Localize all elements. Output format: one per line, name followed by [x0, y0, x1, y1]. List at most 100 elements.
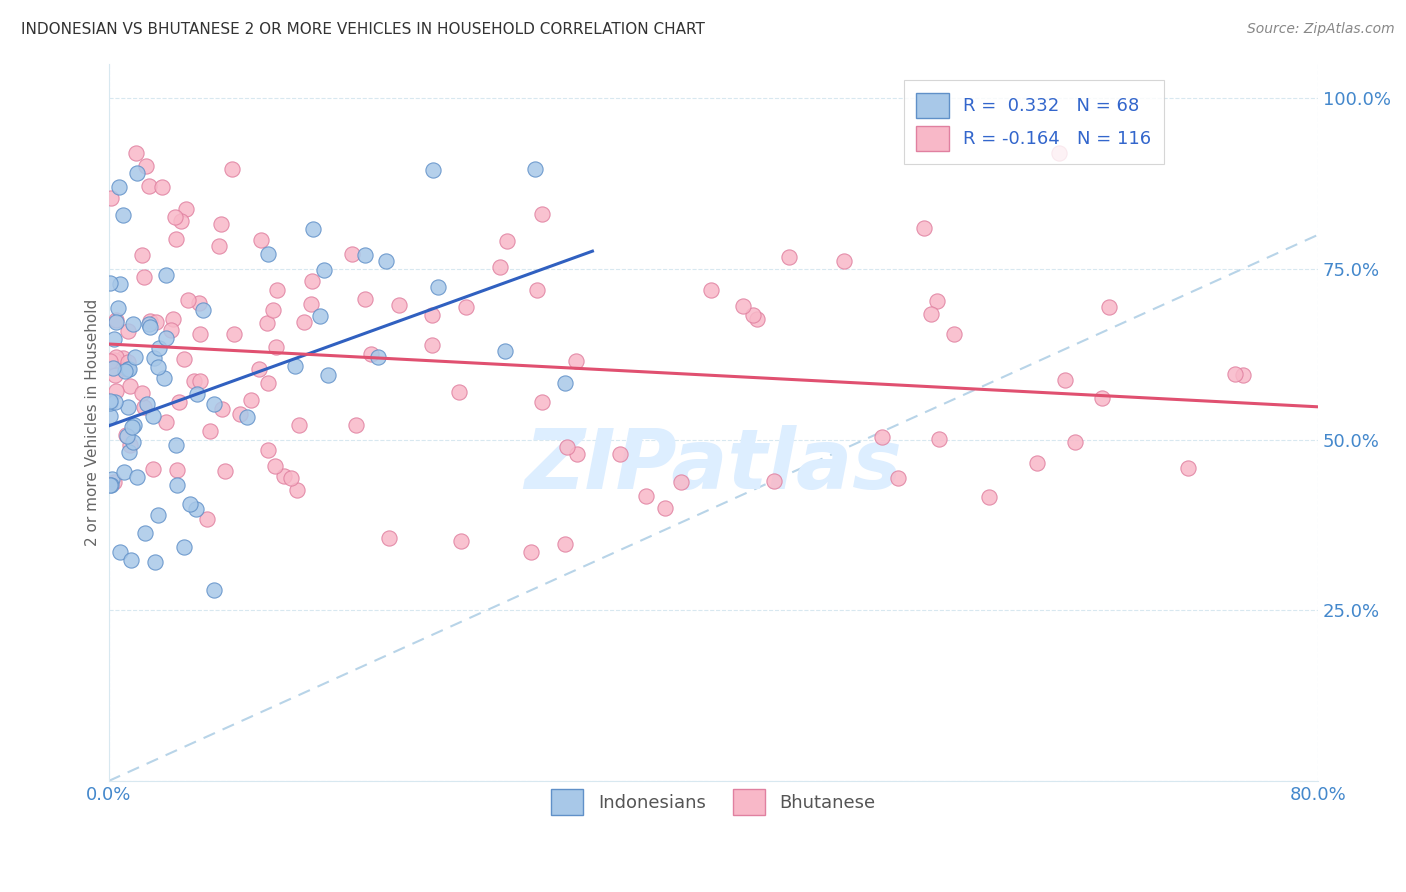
Y-axis label: 2 or more Vehicles in Household: 2 or more Vehicles in Household	[86, 299, 100, 546]
Point	[344, 417, 367, 432]
Point	[190, 374, 212, 388]
Point	[609, 447, 631, 461]
Point	[132, 401, 155, 415]
Point	[138, 318, 160, 332]
Point	[1223, 367, 1246, 381]
Point	[942, 326, 965, 341]
Point	[166, 478, 188, 492]
Point	[117, 355, 139, 369]
Point	[110, 277, 132, 292]
Point	[700, 283, 723, 297]
Point	[1053, 373, 1076, 387]
Point	[162, 312, 184, 326]
Point	[263, 458, 285, 473]
Point	[114, 428, 136, 442]
Point	[530, 395, 553, 409]
Point	[155, 268, 177, 282]
Point	[280, 470, 302, 484]
Point	[745, 311, 768, 326]
Point	[1064, 434, 1087, 449]
Point	[928, 432, 950, 446]
Text: Source: ZipAtlas.com: Source: ZipAtlas.com	[1247, 22, 1395, 37]
Point	[112, 208, 135, 222]
Point	[122, 317, 145, 331]
Point	[494, 344, 516, 359]
Point	[778, 250, 800, 264]
Point	[388, 298, 411, 312]
Point	[554, 537, 576, 551]
Point	[211, 401, 233, 416]
Point	[139, 319, 162, 334]
Point	[174, 202, 197, 217]
Point	[214, 463, 236, 477]
Point	[354, 248, 377, 262]
Point	[169, 214, 191, 228]
Point	[195, 512, 218, 526]
Point	[1177, 461, 1199, 475]
Point	[454, 300, 477, 314]
Point	[173, 540, 195, 554]
Point	[374, 253, 396, 268]
Point	[117, 428, 139, 442]
Point	[112, 351, 135, 366]
Point	[1047, 146, 1070, 161]
Point	[125, 145, 148, 160]
Point	[176, 293, 198, 308]
Point	[920, 307, 942, 321]
Point	[148, 359, 170, 374]
Point	[108, 180, 131, 194]
Point	[299, 297, 322, 311]
Point	[634, 489, 657, 503]
Point	[108, 545, 131, 559]
Point	[422, 309, 444, 323]
Point	[236, 410, 259, 425]
Point	[301, 275, 323, 289]
Point	[202, 582, 225, 597]
Point	[98, 354, 121, 368]
Point	[378, 531, 401, 545]
Point	[531, 206, 554, 220]
Point	[104, 313, 127, 327]
Point	[426, 280, 449, 294]
Point	[117, 362, 139, 376]
Point	[554, 376, 576, 390]
Point	[98, 276, 121, 290]
Point	[221, 162, 243, 177]
Point	[107, 301, 129, 316]
Point	[250, 233, 273, 247]
Point	[1091, 391, 1114, 405]
Point	[257, 376, 280, 390]
Point	[1025, 456, 1047, 470]
Point	[103, 360, 125, 375]
Point	[302, 221, 325, 235]
Point	[489, 260, 512, 274]
Point	[312, 263, 335, 277]
Point	[150, 180, 173, 194]
Point	[169, 395, 191, 409]
Point	[565, 353, 588, 368]
Point	[101, 472, 124, 486]
Point	[912, 221, 935, 235]
Point	[256, 316, 278, 330]
Point	[125, 166, 148, 180]
Point	[256, 247, 278, 261]
Point	[131, 386, 153, 401]
Point	[184, 502, 207, 516]
Point	[104, 395, 127, 409]
Point	[367, 351, 389, 365]
Point	[118, 438, 141, 452]
Point	[870, 430, 893, 444]
Point	[148, 341, 170, 355]
Point	[229, 408, 252, 422]
Point	[100, 477, 122, 491]
Point	[139, 313, 162, 327]
Point	[284, 359, 307, 373]
Point	[165, 210, 187, 224]
Point	[309, 309, 332, 323]
Text: INDONESIAN VS BHUTANESE 2 OR MORE VEHICLES IN HOUSEHOLD CORRELATION CHART: INDONESIAN VS BHUTANESE 2 OR MORE VEHICL…	[21, 22, 704, 37]
Point	[360, 347, 382, 361]
Point	[422, 162, 444, 177]
Point	[565, 447, 588, 461]
Point	[105, 350, 128, 364]
Point	[669, 475, 692, 489]
